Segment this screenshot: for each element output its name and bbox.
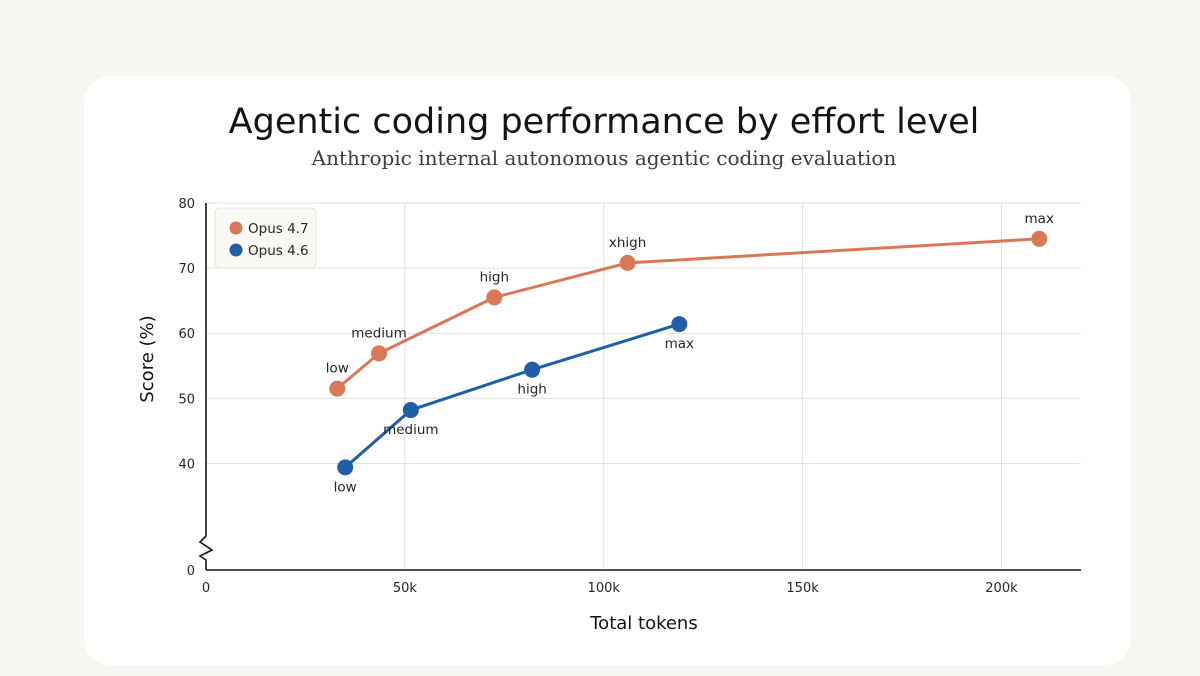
series-lines: low medium high xhigh max low medium high max [326,211,1054,496]
y-tick-label: 0 [187,564,195,579]
data-label: max [665,336,694,352]
legend-marker [229,243,243,257]
data-label: low [334,479,357,495]
y-tick-label: 60 [178,327,195,342]
data-point [671,316,688,333]
x-tick-label: 0 [202,581,210,596]
data-label: medium [383,422,438,438]
data-label: high [517,382,546,398]
chart-title: Agentic coding performance by effort lev… [229,102,980,142]
data-point [524,361,541,378]
data-label: max [1025,211,1054,227]
chart-subtitle: Anthropic internal autonomous agentic co… [311,146,897,170]
x-tick-label: 100k [588,581,621,596]
legend-label: Opus 4.6 [248,243,309,259]
data-point [402,402,419,419]
x-tick-label: 200k [985,581,1018,596]
series-line [335,237,1041,391]
y-tick-label: 80 [178,197,195,212]
y-tick-label: 70 [178,262,195,277]
legend: Opus 4.7 Opus 4.6 [214,207,317,269]
x-tick-label: 50k [393,581,418,596]
data-label: xhigh [609,235,646,251]
series-opus-4-6: low medium high max [334,316,694,495]
data-point [486,289,503,306]
y-tick-label: 40 [178,457,195,472]
series-line [343,322,681,469]
data-label: low [326,361,349,377]
legend-box [214,207,317,269]
data-point [1031,230,1048,247]
data-point [619,254,636,271]
legend-label: Opus 4.7 [248,221,309,237]
y-axis-line [198,203,214,570]
legend-marker [229,221,243,235]
line-chart: Agentic coding performance by effort lev… [137,102,1081,634]
data-label: high [480,269,509,285]
axes: 40 50 60 70 80 00 50k 100k 150k 200k [178,197,1081,596]
data-point [371,345,388,362]
data-label: medium [351,325,406,341]
x-tick-label: 150k [786,581,819,596]
y-tick-label: 50 [178,392,195,407]
chart-card: Agentic coding performance by effort lev… [84,76,1131,665]
grid [206,202,1081,570]
data-point [329,380,346,397]
x-axis-label: Total tokens [589,613,697,634]
series-opus-4-7: low medium high xhigh max [326,211,1054,397]
data-point [337,459,354,476]
y-axis-label: Score (%) [137,315,158,402]
